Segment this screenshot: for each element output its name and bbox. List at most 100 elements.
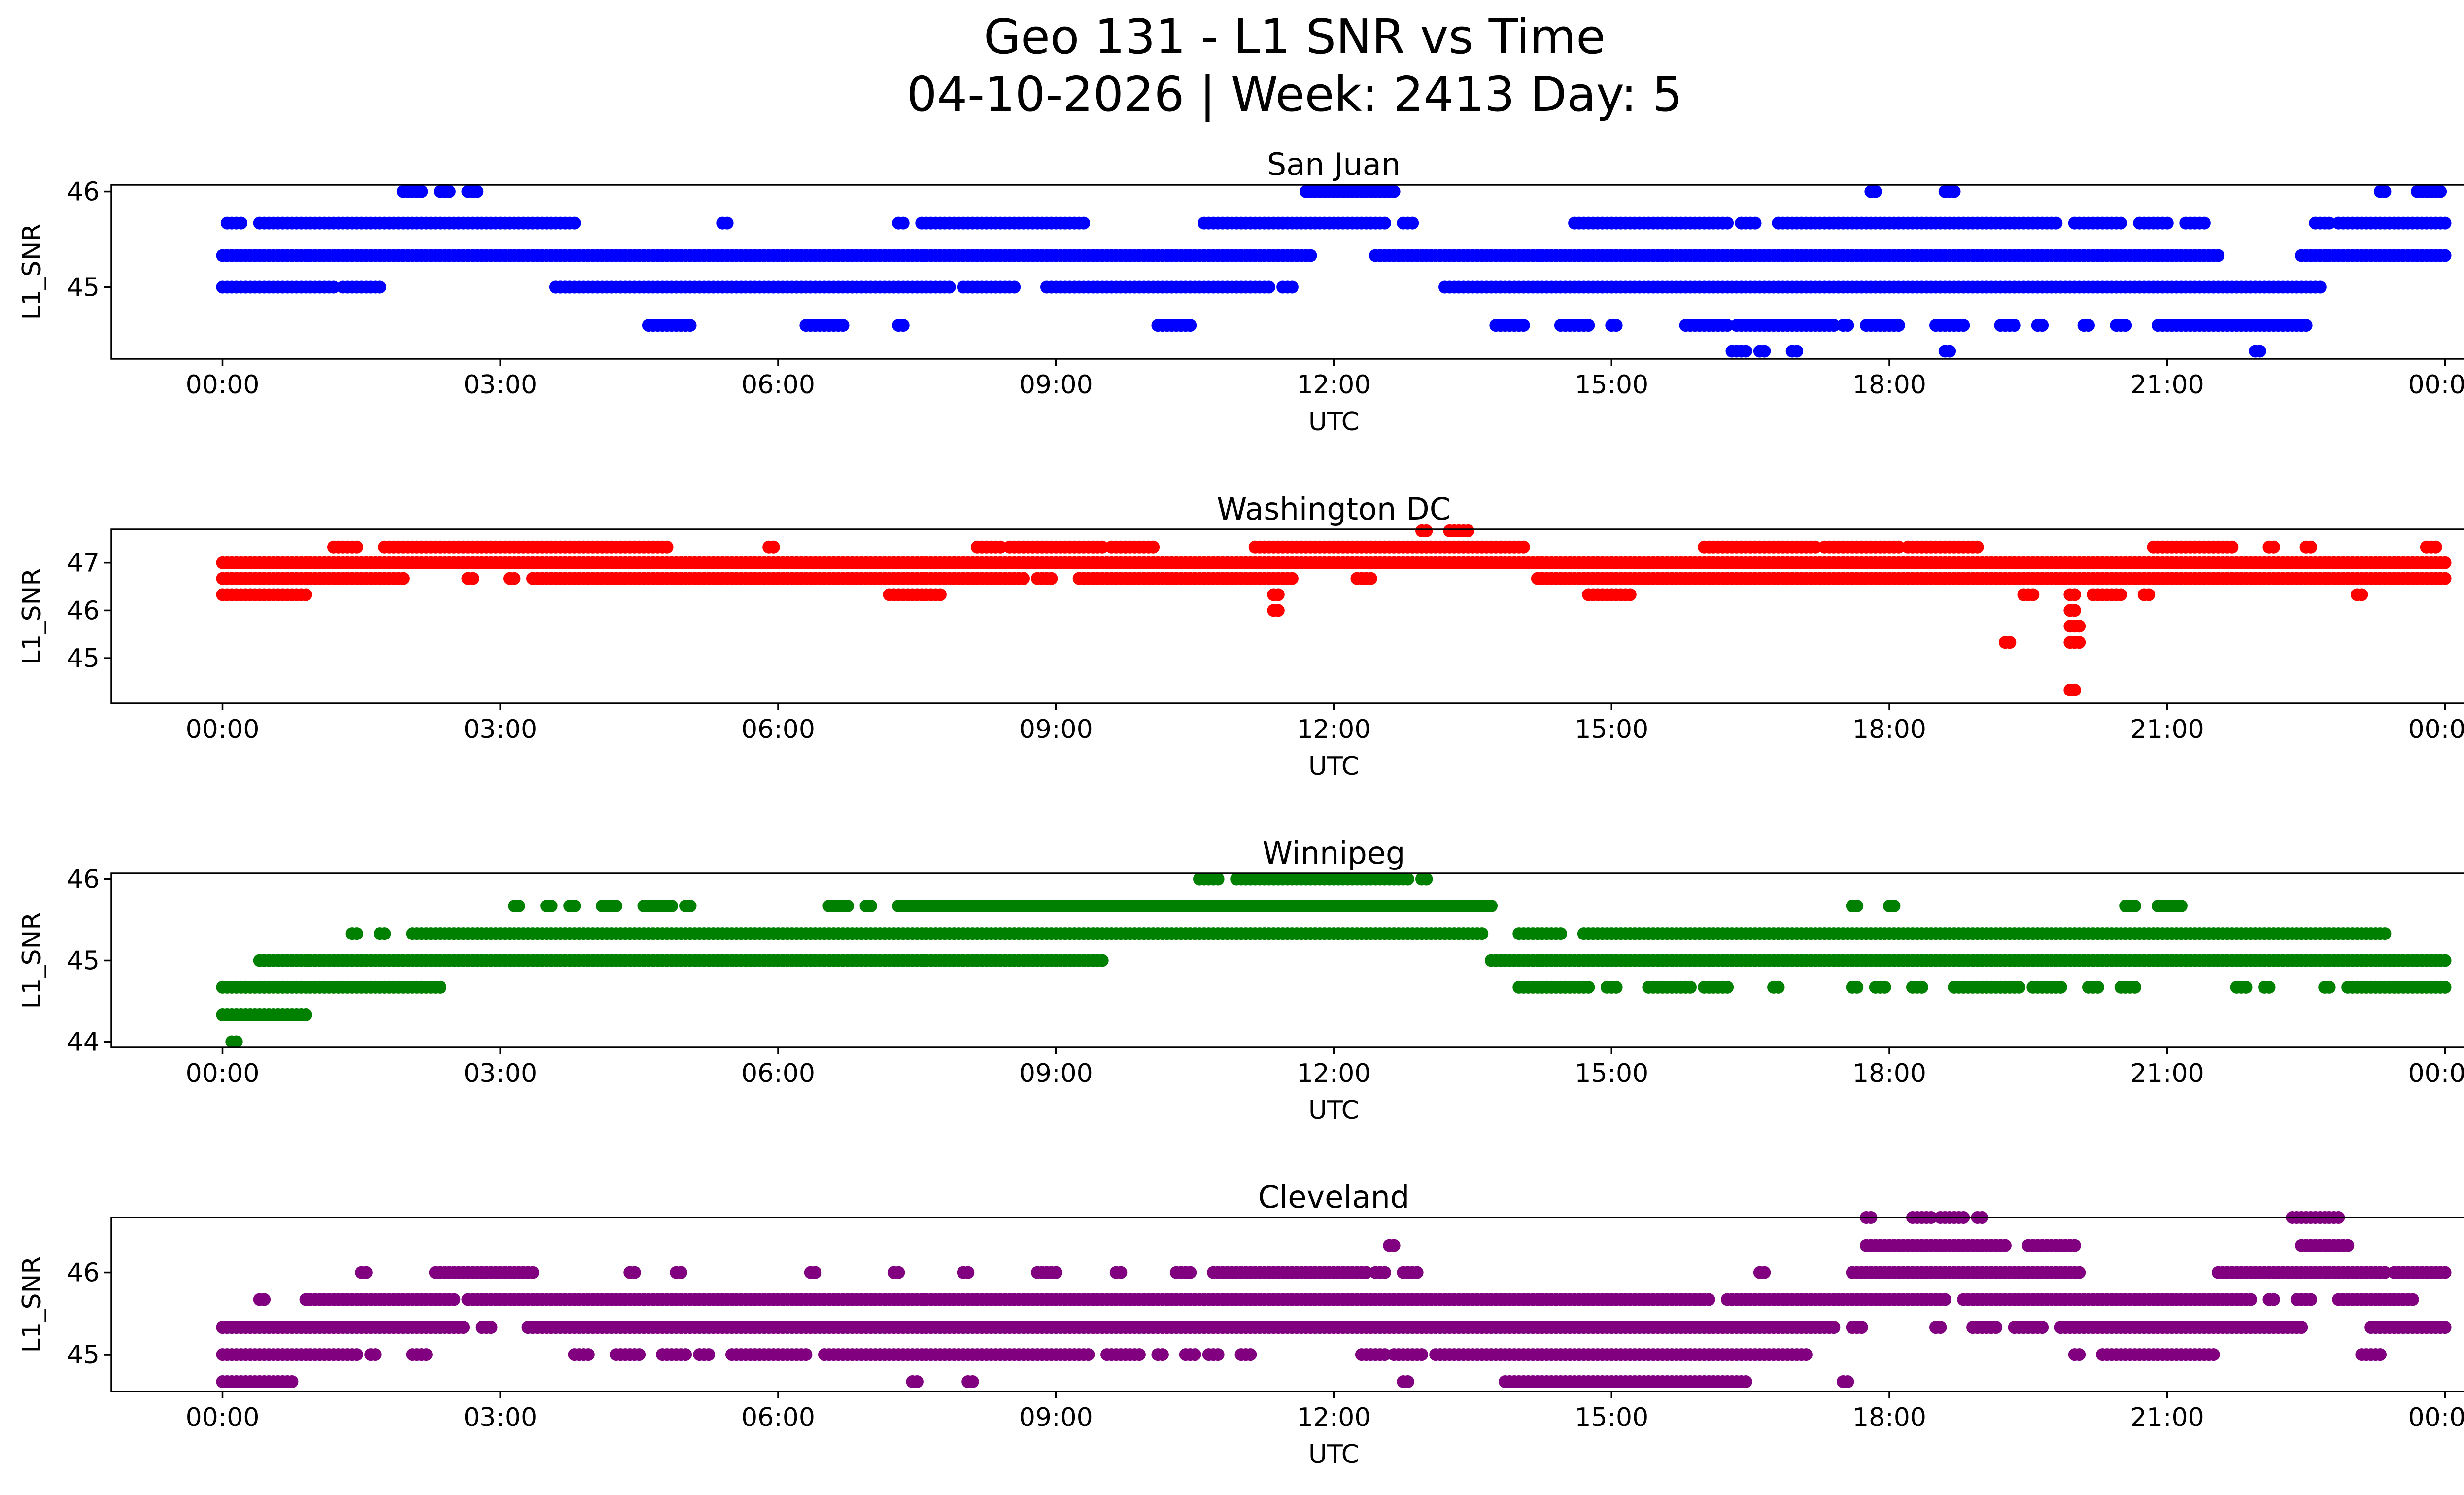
data-point: [720, 216, 734, 230]
x-tick-label: 09:00: [1019, 1059, 1093, 1088]
data-point: [350, 1348, 363, 1361]
y-tick-label: 45: [67, 273, 100, 303]
y-tick-label: 46: [67, 865, 100, 895]
data-point: [2267, 540, 2280, 554]
y-tick-label: 47: [67, 549, 100, 578]
data-point: [2378, 185, 2392, 198]
x-tick-label: 00:00: [186, 1059, 260, 1088]
data-point: [841, 900, 854, 912]
data-point: [1415, 1348, 1428, 1361]
data-point: [545, 900, 558, 912]
axes-frame: [110, 184, 2464, 360]
data-point: [1271, 588, 1285, 601]
data-point: [582, 1348, 595, 1361]
x-tick-label: 03:00: [463, 1059, 537, 1088]
data-point: [896, 216, 910, 230]
x-tick-label: 18:00: [1852, 1059, 1926, 1088]
x-tick-label: 18:00: [1852, 1403, 1926, 1432]
data-point: [2438, 1321, 2452, 1334]
data-point: [836, 319, 850, 332]
data-point: [2374, 1348, 2387, 1361]
data-point: [2239, 980, 2253, 994]
data-point: [374, 280, 386, 294]
data-point: [419, 1348, 433, 1361]
data-point: [443, 185, 456, 198]
x-tick-label: 09:00: [1019, 715, 1093, 744]
data-point: [1850, 980, 1864, 994]
x-tick-label: 09:00: [1019, 1403, 1093, 1432]
data-point: [1188, 1348, 1201, 1361]
x-tick-label: 06:00: [741, 370, 815, 400]
data-point: [1938, 1293, 1951, 1306]
figure-title-line1: Geo 131 - L1 SNR vs Time: [984, 9, 1606, 65]
data-point: [2262, 980, 2276, 994]
x-tick-label: 03:00: [463, 370, 537, 400]
x-axis-ticks: 00:00 03:00 06:00 09:00 12:00 15:00 18:00 21:00…: [186, 703, 2464, 744]
data-point: [660, 540, 674, 554]
data-point: [2036, 1321, 2049, 1334]
data-point: [2212, 249, 2225, 262]
data-point: [2073, 620, 2086, 633]
x-tick-label: 18:00: [1852, 370, 1926, 400]
data-point: [1790, 345, 1804, 358]
data-point: [610, 900, 623, 912]
x-tick-label: 06:00: [741, 1059, 815, 1088]
data-point: [235, 216, 248, 230]
y-tick-label: 44: [67, 1027, 100, 1057]
data-point: [1387, 185, 1401, 198]
data-point: [258, 1293, 271, 1306]
subplot-title: Winnipeg: [1263, 835, 1405, 871]
x-tick-label: 03:00: [463, 715, 537, 744]
data-point: [943, 280, 956, 294]
data-point: [350, 540, 363, 554]
data-point: [2008, 319, 2021, 332]
data-point: [2013, 980, 2026, 994]
data-point: [2304, 540, 2317, 554]
data-point: [434, 980, 447, 994]
data-point: [1758, 345, 1771, 358]
data-point: [568, 900, 581, 912]
data-point: [2128, 980, 2141, 994]
data-point: [1739, 345, 1752, 358]
data-point: [1721, 980, 1734, 994]
data-point: [2073, 636, 2086, 649]
x-tick-label: 00:00: [186, 1403, 260, 1432]
data-point: [299, 1008, 312, 1021]
data-point: [2197, 216, 2211, 230]
data-point: [2438, 216, 2452, 230]
data-point: [2119, 319, 2132, 332]
data-point: [1406, 216, 1419, 230]
data-point: [910, 1375, 924, 1388]
data-points: [216, 185, 2452, 358]
data-point: [2438, 572, 2452, 585]
data-point: [2438, 954, 2452, 967]
data-point: [1401, 872, 1414, 886]
data-point: [1475, 927, 1489, 940]
data-point: [1887, 900, 1901, 912]
data-point: [285, 1375, 299, 1388]
x-tick-label: 21:00: [2130, 1059, 2204, 1088]
data-point: [1609, 980, 1623, 994]
x-tick-label: 06:00: [741, 1403, 815, 1432]
data-point: [1721, 216, 1734, 230]
data-point: [1285, 572, 1299, 585]
data-point: [1211, 1348, 1225, 1361]
x-tick-label: 21:00: [2130, 370, 2204, 400]
x-tick-label: 12:00: [1297, 1403, 1371, 1432]
subplot-title: Cleveland: [1258, 1179, 1409, 1215]
data-point: [684, 319, 697, 332]
data-points: [216, 524, 2452, 696]
data-point: [966, 1375, 979, 1388]
x-tick-label: 00:00: [2408, 715, 2464, 744]
data-point: [1915, 980, 1928, 994]
data-point: [471, 185, 484, 198]
data-point: [378, 927, 391, 940]
data-point: [1684, 980, 1697, 994]
data-point: [1017, 572, 1030, 585]
x-tick-label: 06:00: [741, 715, 815, 744]
y-axis-label: L1_SNR: [17, 223, 47, 320]
data-point: [2114, 216, 2127, 230]
x-tick-label: 00:00: [2408, 370, 2464, 400]
